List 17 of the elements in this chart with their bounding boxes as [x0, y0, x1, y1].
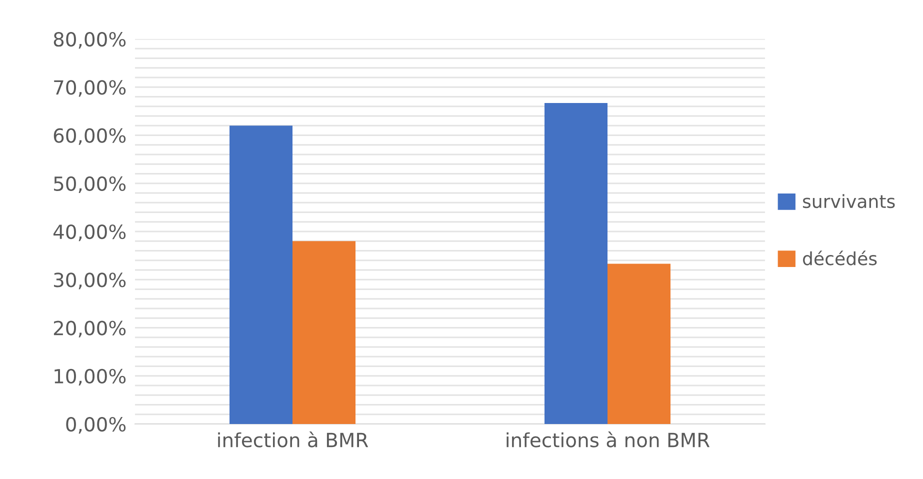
bar [292, 241, 356, 424]
bar [544, 103, 608, 424]
y-tick-label: 0,00% [66, 416, 126, 434]
y-tick-label: 70,00% [54, 80, 126, 97]
y-tick-label: 20,00% [54, 320, 126, 338]
bar [608, 264, 670, 424]
bar [230, 126, 292, 424]
y-tick-label: 10,00% [54, 368, 126, 386]
y-tick-label: 50,00% [54, 176, 126, 194]
y-tick-label: 60,00% [54, 128, 126, 145]
y-tick-label: 80,00% [54, 32, 126, 49]
x-tick-label: infections à non BMR [506, 432, 710, 448]
legend-label: survivants [802, 194, 895, 208]
y-tick-label: 30,00% [54, 272, 126, 290]
y-tick-label: 40,00% [53, 224, 126, 242]
legend-label: décédés [802, 250, 877, 266]
x-tick-label: infection à BMR [218, 432, 368, 448]
